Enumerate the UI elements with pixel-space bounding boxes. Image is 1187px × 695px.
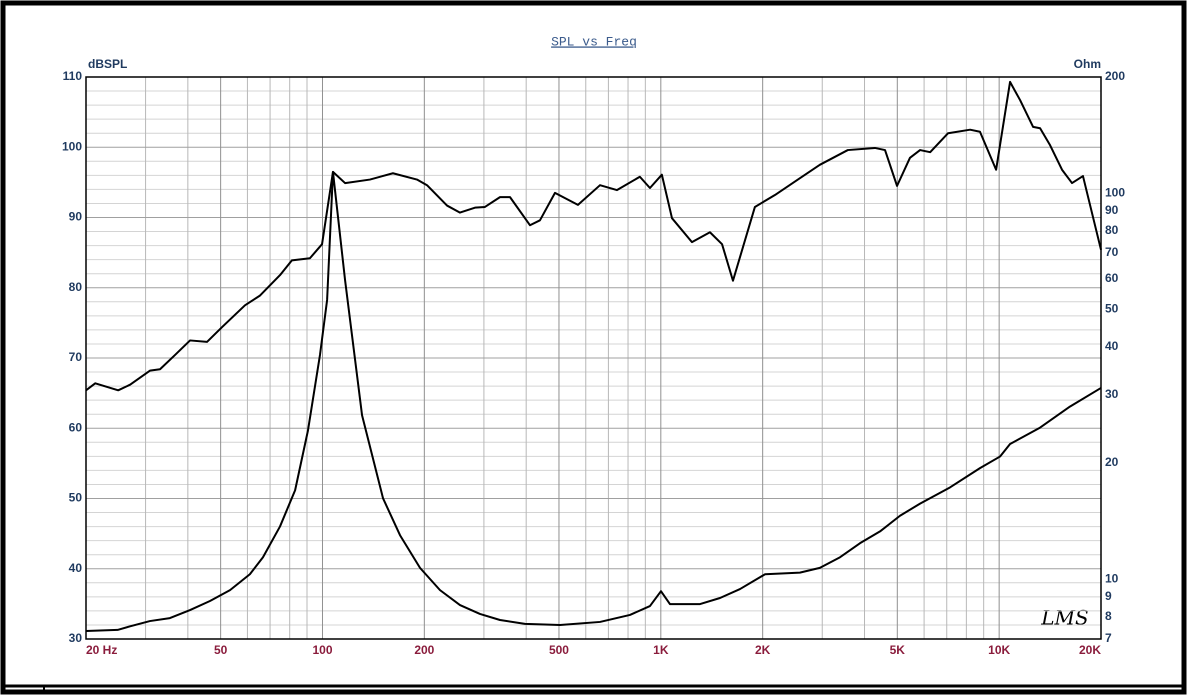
- y2-tick-label: 100: [1105, 185, 1125, 199]
- y2-tick-label: 70: [1105, 245, 1119, 259]
- y2-tick-label: 10: [1105, 571, 1119, 585]
- y2-tick-label: 200: [1105, 69, 1125, 83]
- y2-tick-label: 40: [1105, 339, 1119, 353]
- series-line: [85, 80, 1102, 392]
- x-tick-label: 5K: [890, 643, 906, 657]
- y-tick-label: 100: [62, 139, 82, 153]
- y-tick-label: 110: [63, 69, 83, 83]
- series-line: [85, 170, 1102, 633]
- annotation: LMS: [1040, 606, 1088, 630]
- y-tick-label: 30: [69, 631, 83, 645]
- y-axis-label: dBSPL: [88, 57, 127, 71]
- y-tick-label: 90: [69, 210, 83, 224]
- y2-tick-label: 20: [1105, 455, 1119, 469]
- plot-border: [85, 76, 1102, 640]
- x-tick-label: 200: [414, 643, 434, 657]
- y-tick-label: 50: [69, 491, 83, 505]
- y2-tick-label: 8: [1105, 609, 1112, 623]
- y2-tick-label: 80: [1105, 223, 1119, 237]
- y2-tick-label: 7: [1105, 631, 1112, 645]
- x-tick-label: 10K: [988, 643, 1010, 657]
- x-tick-label: 500: [549, 643, 569, 657]
- y2-axis-label: Ohm: [1074, 57, 1101, 71]
- y-tick-label: 60: [69, 420, 83, 434]
- x-tick-label: 1K: [653, 643, 669, 657]
- y-tick-label: 70: [69, 350, 83, 364]
- y2-tick-label: 30: [1105, 387, 1119, 401]
- y2-tick-label: 60: [1105, 271, 1119, 285]
- x-tick-label: 100: [312, 643, 332, 657]
- y-tick-label: 80: [69, 280, 83, 294]
- x-tick-label: 50: [214, 643, 228, 657]
- y2-tick-label: 90: [1105, 203, 1119, 217]
- x-tick-label: 2K: [755, 643, 771, 657]
- chart-title: SPL vs Freq: [551, 34, 637, 49]
- x-tick-label: 20K: [1079, 643, 1101, 657]
- y2-tick-label: 50: [1105, 302, 1119, 316]
- x-tick-label: 20 Hz: [86, 643, 117, 657]
- y2-tick-label: 9: [1105, 589, 1112, 603]
- y-tick-label: 40: [69, 561, 83, 575]
